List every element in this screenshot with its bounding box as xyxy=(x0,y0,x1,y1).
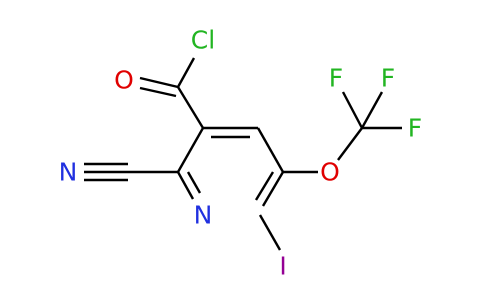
atoms: Cl O F F F O N N I xyxy=(59,26,423,281)
bond xyxy=(176,57,196,88)
bonds xyxy=(84,57,402,251)
bond xyxy=(261,171,285,207)
bond xyxy=(256,127,285,173)
atom-label: O xyxy=(320,158,340,187)
bond xyxy=(341,91,364,129)
atom-label: F xyxy=(329,64,343,93)
atom-label: F xyxy=(408,114,422,143)
bond xyxy=(176,86,205,129)
bond xyxy=(139,86,177,98)
atom-label: N xyxy=(59,158,78,187)
bond xyxy=(254,171,275,201)
atom-label: O xyxy=(114,66,134,95)
bond xyxy=(176,127,205,173)
bond xyxy=(186,171,202,194)
atom-label: F xyxy=(381,64,395,93)
bond xyxy=(139,76,179,89)
bond xyxy=(337,127,363,161)
atom-label: Cl xyxy=(191,26,215,55)
bond xyxy=(176,171,195,200)
atom-label: I xyxy=(279,252,286,281)
bond xyxy=(360,91,384,129)
atom-label: N xyxy=(194,201,213,230)
bond xyxy=(258,214,282,251)
